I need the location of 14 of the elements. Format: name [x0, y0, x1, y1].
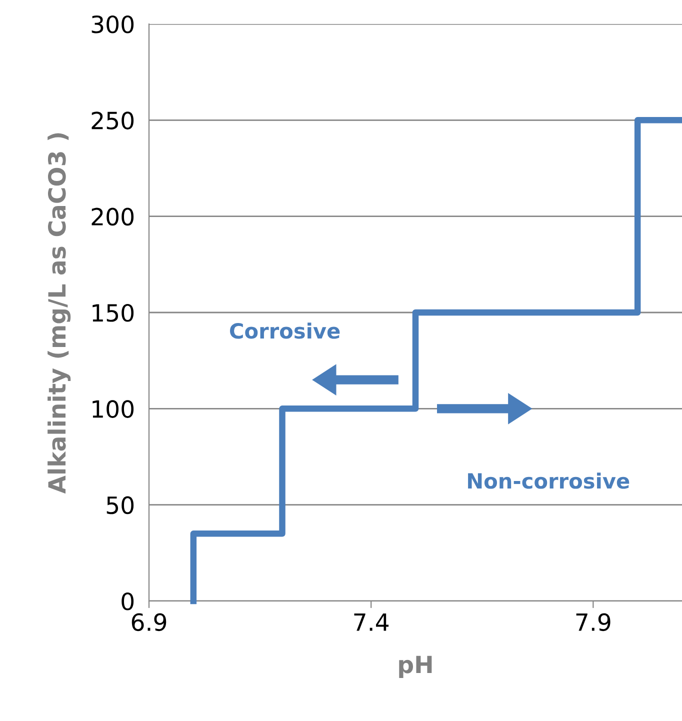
x-tick-label: 6.9 [132, 613, 166, 632]
y-tick-label: 100 [92, 400, 134, 418]
y-tick-label: 250 [92, 112, 134, 130]
y-tick-label: 50 [106, 496, 134, 514]
y-tick-label: 150 [92, 304, 134, 322]
x-axis-title: pH [399, 656, 432, 678]
annotation: Non-corrosive [468, 472, 630, 489]
annotation: Corrosive [230, 322, 340, 339]
y-tick-label: 300 [92, 15, 134, 34]
y-tick-label: 0 [122, 592, 134, 610]
y-tick-label: 200 [92, 208, 134, 226]
x-tick-label: 7.9 [576, 613, 610, 632]
y-axis-title: Alkalinity (mg/L as CaCO3 ) [48, 133, 71, 494]
x-tick-label: 7.4 [354, 614, 389, 631]
